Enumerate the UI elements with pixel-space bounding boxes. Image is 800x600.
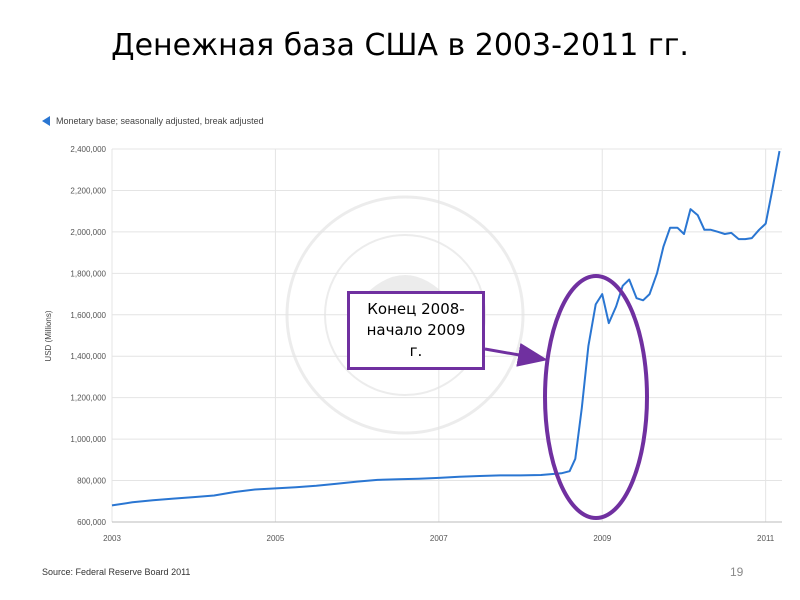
- x-tick-label: 2007: [430, 534, 448, 543]
- y-axis-label: USD (Millions): [44, 310, 53, 361]
- chart-series: [111, 150, 781, 507]
- slide-title: Денежная база США в 2003-2011 гг.: [111, 28, 689, 63]
- y-tick-label: 2,400,000: [70, 145, 106, 154]
- y-tick-label: 2,000,000: [70, 228, 106, 237]
- highlight-ellipse: [543, 274, 649, 520]
- y-axis-ticks: 600,000 800,000 1,000,000 1,200,000 1,400,00…: [70, 145, 106, 527]
- legend-marker-icon: [42, 116, 50, 126]
- x-tick-label: 2005: [267, 534, 285, 543]
- y-tick-label: 1,400,000: [70, 352, 106, 361]
- y-tick-label: 1,600,000: [70, 311, 106, 320]
- y-tick-label: 600,000: [77, 518, 106, 527]
- series-line[interactable]: [111, 150, 781, 507]
- y-tick-label: 2,200,000: [70, 186, 106, 195]
- page-number: 19: [730, 565, 744, 579]
- x-axis-ticks: 2003 2005 2007 2009 2011: [103, 534, 775, 543]
- y-tick-label: 800,000: [77, 477, 106, 486]
- x-tick-label: 2003: [103, 534, 121, 543]
- legend-label: Monetary base; seasonally adjusted, brea…: [56, 116, 264, 126]
- chart-legend[interactable]: Monetary base; seasonally adjusted, brea…: [42, 116, 264, 126]
- y-tick-label: 1,200,000: [70, 394, 106, 403]
- annotation-callout: Конец 2008- начало 2009 г.: [347, 291, 485, 370]
- x-tick-label: 2009: [593, 534, 611, 543]
- x-tick-label: 2011: [757, 534, 775, 543]
- chart-source: Source: Federal Reserve Board 2011: [42, 567, 191, 577]
- y-tick-label: 1,000,000: [70, 435, 106, 444]
- callout-arrow: [484, 343, 548, 367]
- y-tick-label: 1,800,000: [70, 269, 106, 278]
